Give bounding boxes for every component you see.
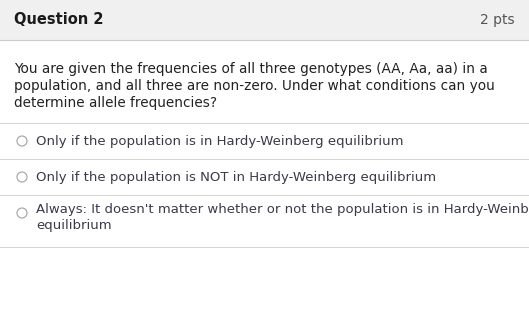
FancyBboxPatch shape xyxy=(0,0,529,40)
Text: You are given the frequencies of all three genotypes (AA, Aa, aa) in a: You are given the frequencies of all thr… xyxy=(14,62,488,76)
Text: Only if the population is in Hardy-Weinberg equilibrium: Only if the population is in Hardy-Weinb… xyxy=(36,135,404,148)
Text: population, and all three are non-zero. Under what conditions can you: population, and all three are non-zero. … xyxy=(14,79,495,93)
Text: Always: It doesn't matter whether or not the population is in Hardy-Weinberg: Always: It doesn't matter whether or not… xyxy=(36,203,529,215)
Text: determine allele frequencies?: determine allele frequencies? xyxy=(14,96,217,110)
Text: equilibrium: equilibrium xyxy=(36,218,112,232)
Text: 2 pts: 2 pts xyxy=(480,13,515,27)
Text: Only if the population is NOT in Hardy-Weinberg equilibrium: Only if the population is NOT in Hardy-W… xyxy=(36,171,436,183)
Text: Question 2: Question 2 xyxy=(14,13,104,27)
